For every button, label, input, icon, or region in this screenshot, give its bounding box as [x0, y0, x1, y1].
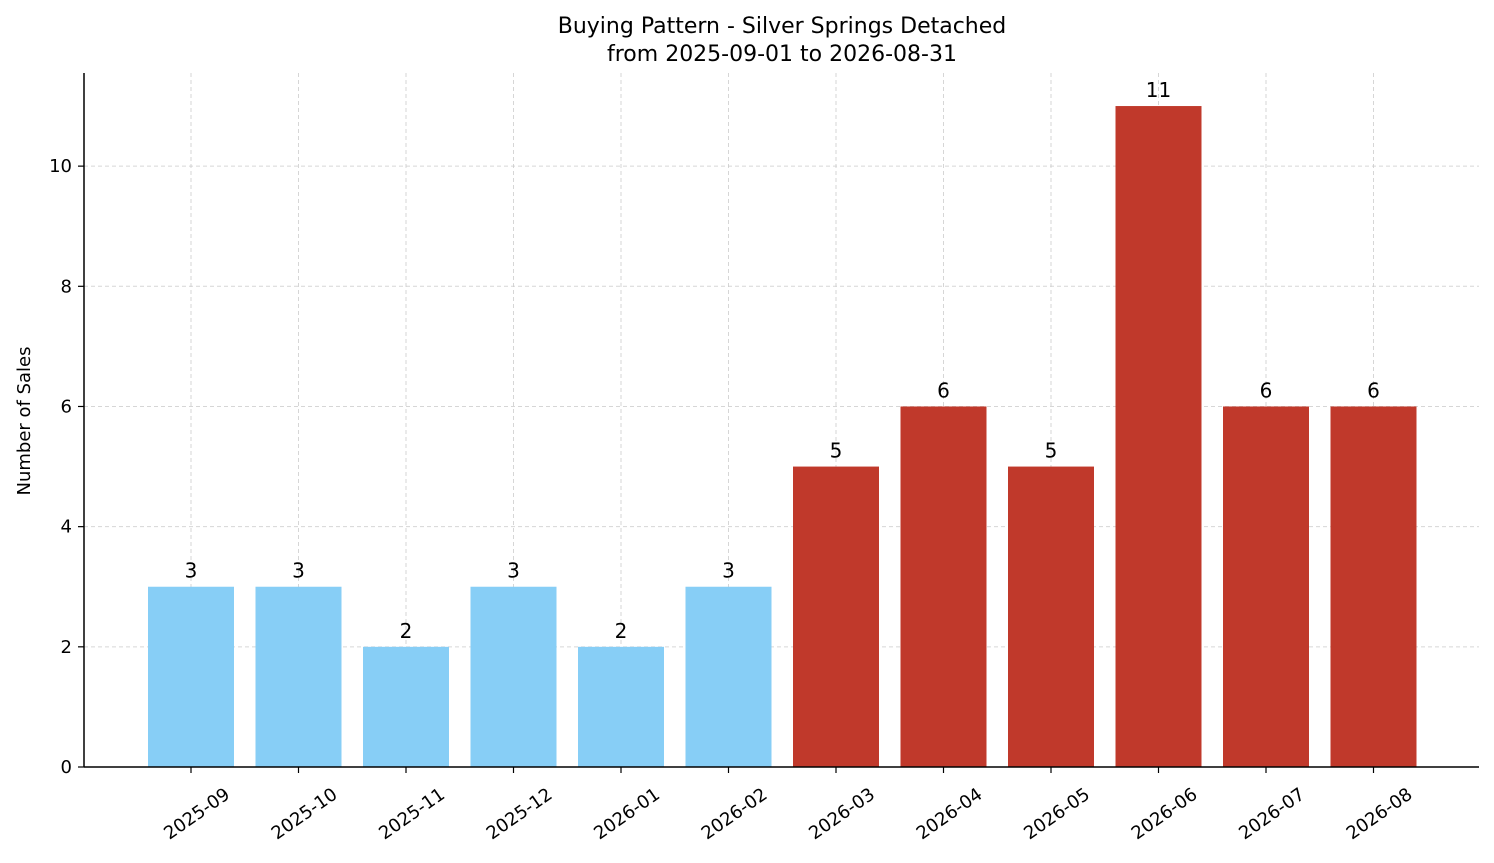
x-tick-label: 2026-01: [590, 784, 664, 844]
data-label-2026-08: 6: [1367, 378, 1380, 402]
data-label-2026-03: 5: [830, 439, 843, 463]
x-tick-label: 2026-03: [805, 784, 879, 844]
x-tick-label: 2026-04: [913, 784, 987, 844]
data-label-2025-10: 3: [292, 559, 305, 583]
bar-2025-12: [470, 586, 557, 767]
data-label-2025-09: 3: [185, 559, 198, 583]
bar-2026-04: [900, 406, 987, 767]
x-tick-label: 2025-09: [160, 784, 234, 844]
y-tick-label: 6: [61, 396, 72, 417]
bar-2025-10: [255, 586, 342, 767]
x-tick-label: 2025-11: [375, 784, 449, 844]
bars: [148, 106, 1417, 768]
data-label-2026-07: 6: [1260, 378, 1273, 402]
x-tick-label: 2026-02: [698, 784, 772, 844]
y-tick-label: 10: [49, 156, 72, 177]
chart-title: Buying Pattern - Silver Springs Detached: [558, 14, 1007, 39]
x-tick-label: 2025-10: [268, 784, 342, 844]
bar-2026-05: [1008, 466, 1094, 767]
bar-2026-07: [1223, 406, 1309, 767]
y-axis-label: Number of Sales: [14, 346, 35, 495]
y-tick-label: 2: [61, 637, 72, 658]
data-labels: 3 3 2 3 2 3 5 6 5 11 6 6: [185, 78, 1380, 643]
bar-2025-11: [363, 646, 449, 767]
bar-2026-02: [685, 586, 772, 767]
data-label-2026-02: 3: [722, 559, 735, 583]
x-tick-label: 2026-08: [1343, 784, 1417, 844]
bar-2026-08: [1330, 406, 1417, 767]
bar-2026-06: [1115, 106, 1202, 768]
data-label-2026-05: 5: [1045, 439, 1058, 463]
x-tick-label: 2026-05: [1020, 784, 1094, 844]
x-tick-label: 2026-06: [1128, 784, 1202, 844]
bar-2026-03: [793, 466, 879, 767]
data-label-2026-04: 6: [937, 378, 950, 402]
x-tick-label: 2025-12: [483, 784, 557, 844]
bar-2025-09: [148, 586, 234, 767]
y-tick-label: 4: [61, 517, 72, 538]
y-tick-label: 0: [61, 757, 72, 778]
x-tick-label: 2026-07: [1235, 784, 1309, 844]
chart-subtitle: from 2025-09-01 to 2026-08-31: [607, 42, 957, 67]
data-label-2025-12: 3: [507, 559, 520, 583]
data-label-2026-06: 11: [1146, 78, 1171, 102]
data-label-2026-01: 2: [615, 619, 628, 643]
bar-2026-01: [578, 646, 664, 767]
y-tick-label: 8: [61, 276, 72, 297]
data-label-2025-11: 2: [400, 619, 413, 643]
